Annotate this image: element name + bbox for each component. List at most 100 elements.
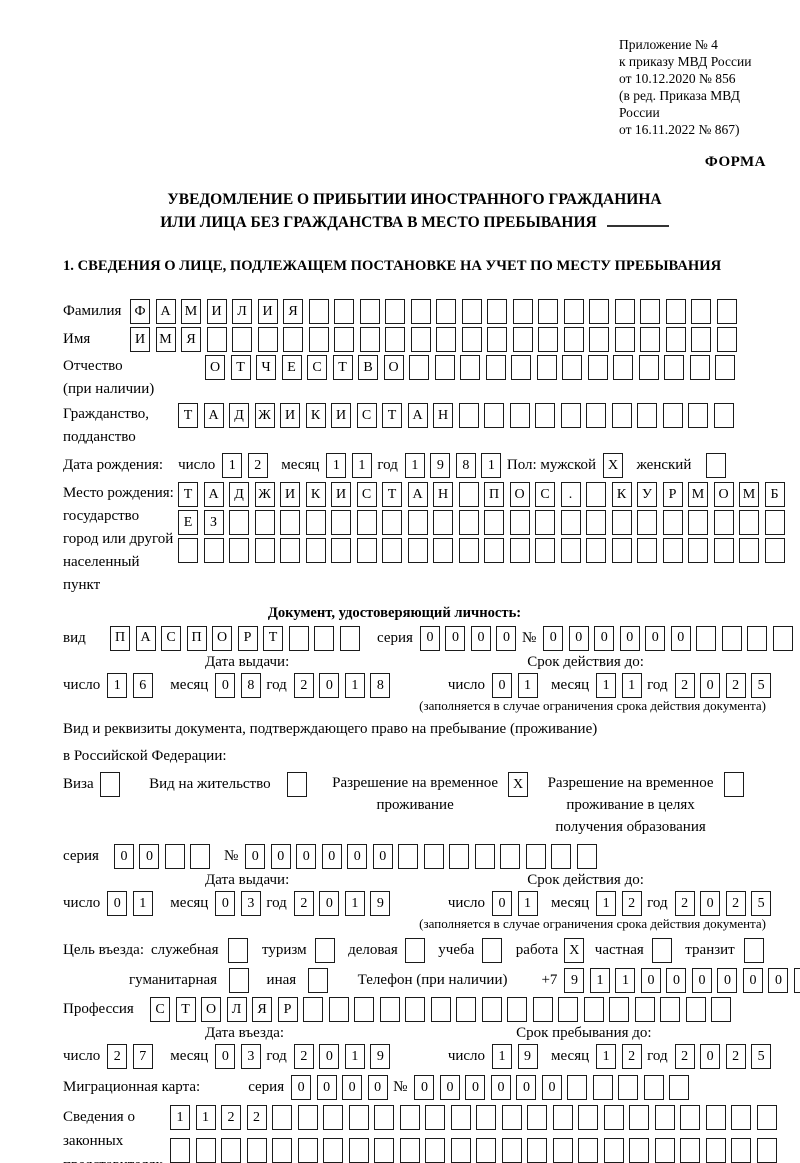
form-cell[interactable]: 3 [240,1044,261,1070]
form-cell[interactable]: 1 [404,453,425,479]
form-cell[interactable] [246,1138,267,1163]
form-cell[interactable] [756,1138,777,1163]
form-cell[interactable]: 0 [768,968,789,994]
form-cell[interactable] [359,327,380,353]
form-cell[interactable] [288,625,309,651]
form-cell[interactable] [507,997,527,1023]
form-cell[interactable]: 0 [139,844,160,869]
form-cell[interactable]: И [206,299,227,325]
form-cell[interactable] [560,538,581,564]
form-cell[interactable]: 0 [367,1075,388,1101]
form-cell[interactable] [586,482,606,508]
form-cell[interactable] [640,299,660,325]
form-cell[interactable] [756,1105,777,1131]
form-cell[interactable]: П [186,625,207,651]
form-cell[interactable]: 0 [439,1075,460,1101]
form-cell[interactable]: 2 [621,1044,642,1070]
form-cell[interactable]: Я [283,299,303,325]
form-cell[interactable] [280,538,300,564]
form-cell[interactable] [716,327,737,353]
form-cell[interactable] [603,1138,624,1163]
form-cell[interactable] [662,510,683,536]
form-cell[interactable]: 1 [132,891,153,917]
form-cell[interactable]: 0 [215,673,236,699]
form-cell[interactable]: М [181,299,201,325]
form-cell[interactable]: 1 [195,1105,216,1131]
form-cell[interactable] [379,997,400,1023]
form-cell[interactable] [272,1105,292,1131]
form-cell[interactable] [587,355,608,381]
form-cell[interactable] [385,327,405,353]
form-cell[interactable] [688,510,708,536]
form-cell[interactable]: 8 [240,673,261,699]
form-cell[interactable] [669,1075,690,1101]
form-cell[interactable]: И [331,403,351,429]
form-cell[interactable] [563,327,584,353]
form-cell[interactable] [611,538,632,564]
form-cell[interactable] [586,538,606,564]
form-cell[interactable] [399,1138,420,1163]
form-cell[interactable] [747,625,768,651]
form-cell[interactable]: 1 [222,453,243,479]
form-cell[interactable]: 2 [293,1044,314,1070]
form-cell[interactable]: 0 [419,625,440,651]
form-cell[interactable] [482,938,503,964]
form-cell[interactable] [456,997,476,1023]
form-cell[interactable] [509,538,530,564]
form-cell[interactable] [527,1105,547,1131]
form-cell[interactable]: К [611,482,632,508]
form-cell[interactable] [532,997,553,1023]
form-cell[interactable] [382,510,402,536]
form-cell[interactable]: Р [662,482,683,508]
form-cell[interactable]: 0 [372,844,393,869]
form-cell[interactable] [484,510,504,536]
form-cell[interactable]: Е [281,355,302,381]
form-cell[interactable]: 2 [725,673,746,699]
form-cell[interactable] [664,355,684,381]
form-cell[interactable]: Т [382,482,402,508]
form-cell[interactable] [662,403,683,429]
form-cell[interactable]: Л [226,997,247,1023]
form-cell[interactable]: 0 [113,844,134,869]
form-cell[interactable] [423,844,444,869]
form-cell[interactable] [739,510,759,536]
form-cell[interactable]: 0 [700,673,721,699]
form-cell[interactable]: И [130,327,150,353]
form-cell[interactable] [331,538,351,564]
form-cell[interactable] [461,327,482,353]
form-cell[interactable] [434,355,455,381]
form-cell[interactable] [229,510,249,536]
form-cell[interactable] [461,299,482,325]
form-cell[interactable] [221,1138,241,1163]
form-cell[interactable] [589,299,609,325]
form-cell[interactable]: 0 [543,625,564,651]
form-cell[interactable]: Е [178,510,198,536]
form-cell[interactable] [651,938,672,964]
form-cell[interactable] [764,510,785,536]
form-cell[interactable] [535,510,555,536]
form-cell[interactable]: 1 [170,1105,190,1131]
form-cell[interactable]: Н [433,482,453,508]
form-cell[interactable]: У [637,482,657,508]
form-cell[interactable]: 1 [344,891,365,917]
form-cell[interactable]: 1 [621,673,642,699]
form-cell[interactable]: 1 [596,673,617,699]
form-cell[interactable] [407,510,428,536]
form-cell[interactable]: 0 [717,968,738,994]
form-cell[interactable]: 0 [445,625,466,651]
form-cell[interactable] [611,403,632,429]
form-cell[interactable]: С [161,625,181,651]
form-cell[interactable] [195,1138,216,1163]
form-cell[interactable] [560,510,581,536]
form-cell[interactable]: 0 [496,625,517,651]
form-cell[interactable]: А [407,403,428,429]
form-cell[interactable]: О [383,355,404,381]
form-cell[interactable] [331,510,351,536]
form-cell[interactable] [323,1105,343,1131]
form-cell[interactable]: П [110,625,130,651]
form-cell[interactable] [484,403,504,429]
form-cell[interactable] [323,1138,343,1163]
form-cell[interactable]: Д [229,482,249,508]
form-cell[interactable] [552,1105,573,1131]
form-cell[interactable] [618,1075,639,1101]
